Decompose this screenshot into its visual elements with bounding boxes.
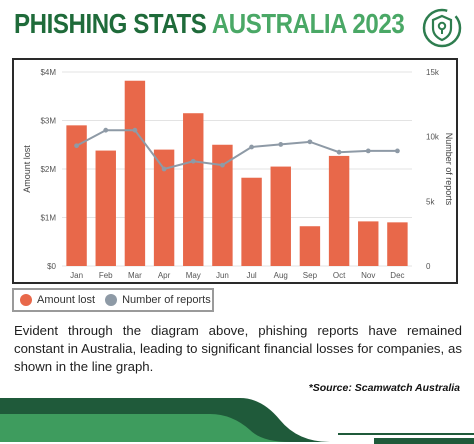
bar [153, 149, 175, 266]
legend-item-reports: Number of reports [105, 294, 211, 306]
y-right-tick-label: 5k [426, 197, 435, 206]
title-part1: PHISHING STATS [14, 8, 207, 39]
x-tick-label: Dec [390, 271, 404, 280]
description-text: Evident through the diagram above, phish… [14, 323, 462, 374]
reports-point [249, 144, 254, 150]
y-left-axis-label: Amount lost [22, 145, 32, 193]
bar [328, 155, 350, 266]
combo-chart: $0 $1M $2M $3M $4M 0 5k 10k 15k Amount lost Number… [22, 68, 454, 280]
y-right-tick-label: 10k [426, 133, 440, 142]
y-right-tick-label: 15k [426, 68, 440, 77]
legend-swatch-reports [105, 294, 118, 306]
bar [212, 144, 233, 266]
reports-point [190, 158, 196, 164]
y-left-tick-label: $4M [40, 68, 56, 77]
shield-lock-icon [422, 8, 462, 48]
x-tick-label: Apr [158, 271, 171, 280]
bar [124, 80, 146, 266]
bar [387, 222, 408, 266]
y-left-tick-label: $2M [40, 165, 56, 174]
bar [270, 166, 291, 266]
bar [66, 125, 87, 266]
bar [299, 226, 321, 266]
bar [358, 221, 379, 266]
x-tick-label: Aug [274, 271, 288, 280]
chart-legend: Amount lost Number of reports [12, 288, 214, 312]
reports-point [103, 127, 109, 133]
reports-point [395, 148, 400, 154]
reports-point [132, 127, 138, 133]
x-tick-label: Mar [128, 271, 142, 280]
y-left-tick-label: $1M [40, 214, 56, 223]
x-tick-label: Oct [333, 271, 346, 280]
reports-point [161, 166, 167, 172]
y-right-axis-label: Number of reports [444, 133, 454, 206]
legend-swatch-amount [20, 294, 32, 306]
source-credit: *Source: Scamwatch Australia [308, 382, 460, 394]
bar [241, 177, 262, 266]
x-tick-label: Sep [303, 271, 318, 280]
bar [95, 150, 116, 266]
x-tick-label: Nov [361, 271, 375, 280]
chart-frame: $0 $1M $2M $3M $4M 0 5k 10k 15k Amount lost Number… [12, 58, 458, 284]
footer-decoration [0, 398, 474, 444]
title-part2: AUSTRALIA 2023 [211, 8, 405, 39]
y-left-tick-label: $3M [40, 117, 56, 126]
x-tick-label: Feb [99, 271, 113, 280]
reports-point [74, 143, 79, 149]
reports-line [76, 129, 398, 171]
reports-point [307, 139, 313, 145]
legend-item-amount: Amount lost [20, 294, 95, 306]
reports-point [365, 148, 371, 154]
y-right-tick-label: 0 [426, 262, 431, 271]
legend-label-reports: Number of reports [122, 294, 211, 306]
x-tick-label: Jul [246, 271, 256, 280]
y-left-tick-label: $0 [47, 262, 56, 271]
reports-point [278, 142, 284, 147]
x-tick-label: Jan [70, 271, 83, 280]
bar [183, 113, 204, 266]
legend-label-amount: Amount lost [37, 294, 96, 306]
x-tick-label: Jun [216, 271, 229, 280]
reports-point [336, 149, 342, 155]
page-title: PHISHING STATS AUSTRALIA 2023 [14, 8, 405, 40]
reports-point [220, 162, 225, 168]
x-tick-label: May [186, 271, 201, 280]
